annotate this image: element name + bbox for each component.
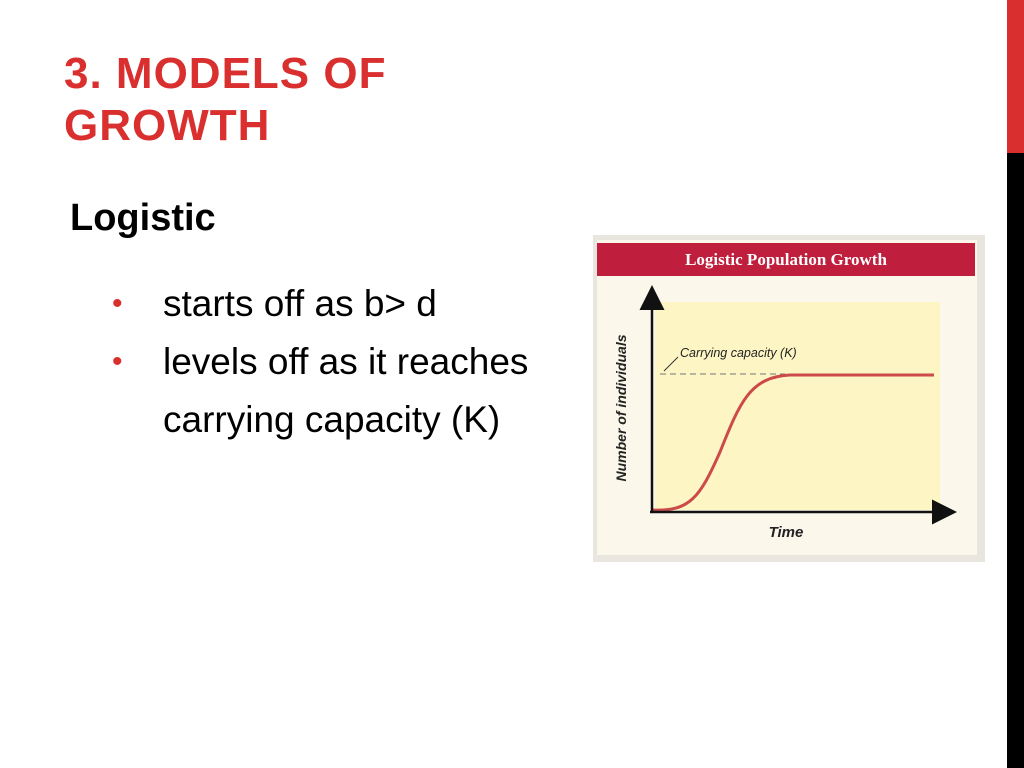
y-axis-label: Number of individuals [613,334,629,481]
bullet-list: • starts off as b> d • levels off as it re… [112,275,532,449]
x-axis-label: Time [769,524,804,541]
accent-bar [1007,153,1024,768]
bullet-text: starts off as b> d [163,283,437,324]
accent-bar [1007,0,1024,153]
annotation-leader [663,356,679,372]
figure: Logistic Population Growth Carrying capa… [593,235,985,562]
slide-title: 3. MODELS OF GROWTH [64,49,387,150]
plot-area [655,302,940,510]
figure-header [597,243,975,276]
logistic-curve [651,373,934,512]
bullet-marker: • [112,345,123,378]
bullet-text: levels off as it reaches carrying capaci… [163,341,529,440]
bullet-item: • levels off as it reaches carrying capac… [112,333,533,449]
figure-title: Logistic Population Growth [685,250,887,269]
bullet-marker: • [112,287,123,320]
heading: Logistic [70,197,216,239]
annotation: Carrying capacity (K) [680,346,797,360]
bullet-item: • starts off as b> d [112,275,533,333]
